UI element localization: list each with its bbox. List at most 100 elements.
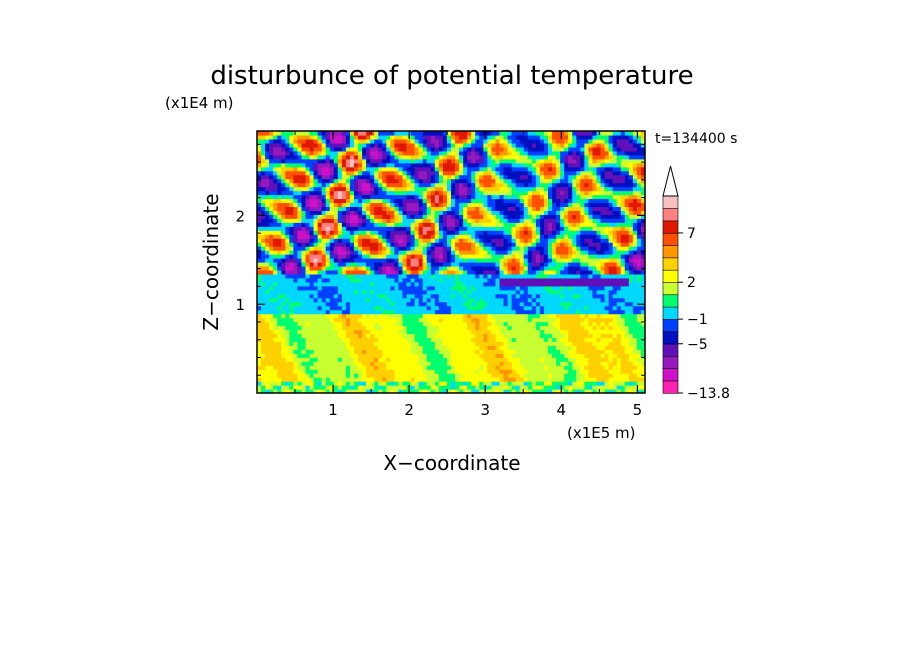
heatmap-cell xyxy=(358,317,363,323)
heatmap-cell xyxy=(467,385,472,390)
heatmap-cell xyxy=(455,226,460,231)
heatmap-cell xyxy=(471,234,476,239)
heatmap-cell xyxy=(483,222,488,227)
heatmap-cell xyxy=(438,226,444,231)
heatmap-cell xyxy=(382,230,387,235)
heatmap-cell xyxy=(261,297,266,303)
heatmap-cell xyxy=(329,293,335,299)
heatmap-cell xyxy=(442,238,448,243)
heatmap-cell xyxy=(499,254,505,259)
heatmap-cell xyxy=(471,138,476,144)
heatmap-cell xyxy=(556,238,561,243)
heatmap-cell xyxy=(475,301,480,307)
heatmap-cell xyxy=(442,214,448,219)
heatmap-cell xyxy=(349,361,355,366)
heatmap-cell xyxy=(410,361,416,366)
heatmap-cell xyxy=(511,273,517,279)
heatmap-cell xyxy=(277,389,282,393)
heatmap-cell xyxy=(325,131,331,136)
heatmap-cell xyxy=(374,273,379,279)
heatmap-cell xyxy=(531,333,537,339)
heatmap-cell xyxy=(539,313,545,319)
heatmap-cell xyxy=(321,134,327,140)
heatmap-cell xyxy=(329,234,335,239)
heatmap-cell xyxy=(491,385,497,390)
heatmap-cell xyxy=(374,321,379,327)
heatmap-cell xyxy=(293,262,299,267)
heatmap-cell xyxy=(539,258,545,263)
heatmap-cell xyxy=(289,345,294,350)
heatmap-cell xyxy=(261,178,266,184)
heatmap-cell xyxy=(531,182,537,188)
heatmap-cell xyxy=(265,345,270,350)
heatmap-cell xyxy=(269,361,274,366)
heatmap-cell xyxy=(402,333,408,339)
heatmap-cell xyxy=(321,301,327,307)
heatmap-cell xyxy=(386,317,391,323)
heatmap-cell xyxy=(398,353,404,358)
heatmap-cell xyxy=(552,234,557,239)
heatmap-cell xyxy=(325,293,331,299)
heatmap-cell xyxy=(325,194,331,200)
heatmap-cell xyxy=(479,281,484,287)
heatmap-cell xyxy=(548,150,553,156)
heatmap-cell xyxy=(471,246,476,251)
heatmap-cell xyxy=(418,281,424,287)
heatmap-cell xyxy=(370,369,375,374)
heatmap-cell xyxy=(471,258,476,263)
heatmap-cell xyxy=(499,301,505,307)
heatmap-cell xyxy=(491,182,497,188)
heatmap-cell xyxy=(301,305,307,311)
heatmap-cell xyxy=(358,146,363,152)
heatmap-cell xyxy=(297,158,303,164)
heatmap-cell xyxy=(438,154,444,160)
heatmap-cell xyxy=(410,377,416,382)
heatmap-cell xyxy=(309,333,315,339)
heatmap-cell xyxy=(358,361,363,366)
heatmap-cell xyxy=(305,162,311,168)
heatmap-cell xyxy=(523,262,529,267)
heatmap-cell xyxy=(451,297,456,303)
heatmap-cell xyxy=(438,150,444,156)
heatmap-cell xyxy=(507,222,513,227)
heatmap-cell xyxy=(297,206,303,211)
heatmap-cell xyxy=(341,365,347,370)
heatmap-cell xyxy=(548,158,553,164)
heatmap-cell xyxy=(455,138,460,144)
heatmap-cell xyxy=(293,154,299,160)
heatmap-cell xyxy=(463,174,468,180)
heatmap-cell xyxy=(273,190,278,196)
heatmap-cell xyxy=(459,269,464,275)
heatmap-cell xyxy=(487,273,493,279)
heatmap-cell xyxy=(548,258,553,263)
heatmap-cell xyxy=(442,174,448,180)
heatmap-cell xyxy=(422,262,428,267)
heatmap-cell xyxy=(539,369,545,374)
heatmap-cell xyxy=(499,373,505,378)
heatmap-cell xyxy=(285,230,290,235)
heatmap-cell xyxy=(507,301,513,307)
heatmap-cell xyxy=(507,230,513,235)
heatmap-cell xyxy=(269,234,274,239)
heatmap-cell xyxy=(487,222,493,227)
heatmap-cell xyxy=(261,194,266,200)
heatmap-cell xyxy=(349,297,355,303)
heatmap-cell xyxy=(495,142,501,148)
heatmap-cell xyxy=(265,222,270,227)
heatmap-cell xyxy=(297,349,303,354)
heatmap-cell xyxy=(386,321,391,327)
heatmap-cell xyxy=(277,194,282,200)
heatmap-cell xyxy=(410,262,416,267)
heatmap-cell xyxy=(471,389,476,393)
heatmap-cell xyxy=(301,254,307,259)
heatmap-cell xyxy=(459,329,464,335)
heatmap-cell xyxy=(430,313,436,319)
heatmap-cell xyxy=(285,142,290,148)
heatmap-cell xyxy=(483,182,488,188)
heatmap-cell xyxy=(281,357,286,362)
heatmap-cell xyxy=(503,226,509,231)
heatmap-cell xyxy=(289,357,294,362)
heatmap-cell xyxy=(475,202,480,208)
heatmap-cell xyxy=(329,333,335,339)
heatmap-cell xyxy=(325,170,331,176)
